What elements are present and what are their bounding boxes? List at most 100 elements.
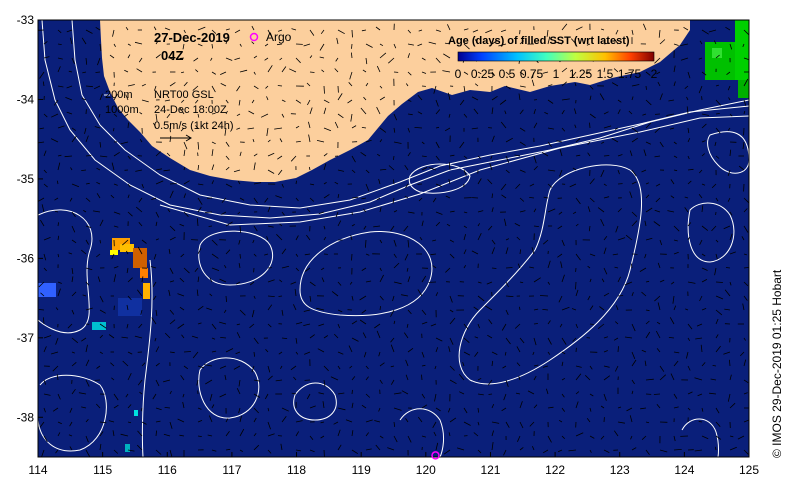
- velocity-vector: [211, 141, 216, 145]
- velocity-vector: [69, 421, 73, 427]
- velocity-vector: [180, 71, 185, 74]
- velocity-vector: [281, 337, 288, 339]
- velocity-vector: [388, 57, 395, 64]
- argo-float-marker[interactable]: [431, 451, 440, 460]
- velocity-vector: [379, 379, 383, 384]
- velocity-vector: [361, 404, 367, 409]
- velocity-vector: [251, 309, 255, 318]
- velocity-vector: [126, 250, 129, 255]
- velocity-vector: [603, 393, 607, 401]
- velocity-vector: [68, 252, 73, 255]
- lon-tick-label: 117: [222, 463, 241, 477]
- velocity-vector: [375, 444, 381, 451]
- velocity-vector: [743, 225, 749, 233]
- velocity-vector: [113, 151, 120, 157]
- velocity-vector: [141, 99, 149, 103]
- velocity-vector: [113, 93, 118, 101]
- velocity-vector: [547, 320, 551, 325]
- velocity-vector: [169, 421, 173, 429]
- velocity-vector: [687, 180, 692, 185]
- velocity-vector: [253, 393, 261, 398]
- velocity-vector: [444, 127, 451, 132]
- velocity-vector: [589, 305, 594, 311]
- velocity-vector: [293, 376, 297, 381]
- velocity-vector: [519, 141, 526, 146]
- lat-tick-label: -34: [17, 92, 35, 106]
- velocity-vector: [210, 57, 213, 61]
- velocity-vector: [673, 393, 678, 399]
- velocity-vector: [500, 121, 507, 129]
- velocity-vector: [211, 113, 216, 115]
- velocity-vector: [71, 211, 76, 218]
- velocity-vector: [697, 393, 703, 397]
- velocity-vector: [166, 152, 171, 157]
- velocity-vector: [351, 337, 359, 342]
- velocity-vector: [743, 419, 749, 423]
- velocity-vector: [640, 407, 647, 410]
- velocity-vector: [306, 393, 311, 400]
- velocity-vector: [303, 323, 311, 326]
- velocity-vector: [363, 225, 367, 230]
- velocity-vector: [233, 169, 241, 173]
- velocity-vector: [225, 155, 230, 160]
- velocity-vector: [151, 317, 157, 325]
- velocity-vector: [449, 365, 455, 371]
- velocity-vector: [712, 365, 717, 367]
- velocity-vector: [320, 29, 325, 35]
- velocity-vector: [600, 435, 605, 440]
- velocity-vector: [659, 93, 663, 101]
- velocity-vector: [53, 99, 59, 106]
- lon-tick-label: 122: [545, 463, 565, 477]
- velocity-vector: [113, 225, 119, 228]
- velocity-vector: [379, 267, 382, 271]
- velocity-vector: [547, 84, 553, 87]
- velocity-vector: [179, 277, 185, 283]
- isobath-200m-label: 200m: [105, 89, 133, 101]
- velocity-vector: [407, 43, 414, 46]
- velocity-vector: [265, 85, 269, 89]
- velocity-vector: [571, 308, 577, 311]
- velocity-vector: [197, 322, 202, 325]
- velocity-vector: [182, 401, 185, 409]
- velocity-vector: [221, 197, 227, 203]
- velocity-vector: [743, 110, 746, 115]
- velocity-vector: [505, 421, 510, 428]
- velocity-vector: [113, 449, 119, 454]
- velocity-vector: [645, 378, 654, 381]
- velocity-vector: [463, 43, 470, 50]
- velocity-vector: [393, 435, 398, 443]
- velocity-vector: [714, 446, 717, 451]
- velocity-vector: [673, 406, 679, 409]
- velocity-vector: [403, 332, 409, 339]
- velocity-vector: [617, 295, 624, 297]
- velocity-vector: [379, 306, 381, 311]
- velocity-vector: [701, 279, 708, 283]
- velocity-vector: [309, 405, 316, 409]
- velocity-vector: [533, 404, 538, 409]
- velocity-vector: [666, 113, 675, 116]
- velocity-vector: [361, 197, 367, 200]
- velocity-vector: [85, 85, 93, 88]
- velocity-vector: [113, 404, 119, 409]
- velocity-vector: [484, 305, 493, 311]
- velocity-vector: [631, 292, 634, 297]
- velocity-vector: [575, 432, 584, 437]
- velocity-vector: [379, 274, 384, 283]
- velocity-vector: [127, 194, 130, 199]
- velocity-vector: [223, 309, 227, 314]
- velocity-vector: [253, 407, 259, 414]
- velocity-vector: [376, 153, 381, 157]
- velocity-vector: [449, 154, 455, 157]
- velocity-vector: [295, 235, 299, 241]
- velocity-vector: [108, 420, 115, 423]
- velocity-vector: [597, 207, 605, 213]
- velocity-vector: [279, 57, 283, 61]
- velocity-vector: [99, 351, 104, 355]
- velocity-vector: [505, 238, 510, 241]
- velocity-vector: [501, 407, 507, 412]
- velocity-vector: [405, 83, 409, 87]
- velocity-vector: [473, 108, 479, 115]
- velocity-vector: [39, 71, 45, 79]
- velocity-vector: [85, 281, 90, 286]
- velocity-vector: [138, 323, 143, 329]
